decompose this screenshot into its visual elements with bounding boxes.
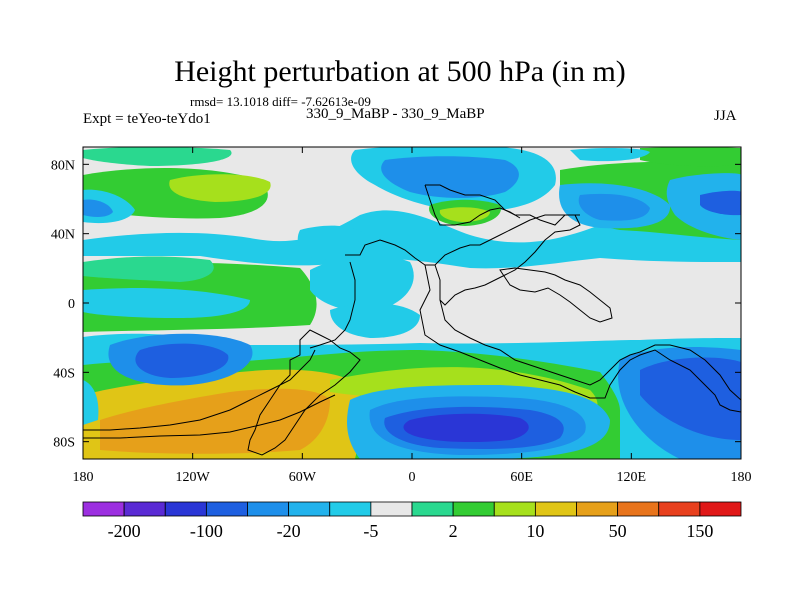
x-axis: 180 120W 60W 0 60E 120E 180 [73,147,752,485]
x-tick-label: 60E [510,470,533,485]
fill-tropical-cyan [310,255,414,312]
y-tick-label: 40N [51,228,75,243]
coastline-south-pacific [83,349,316,431]
colorbar-swatch [205,501,248,517]
colorbar-label: 10 [526,521,544,541]
x-tick-label: 120W [176,470,211,485]
colorbar-label: 2 [449,521,458,541]
coastline-greenland [424,184,521,226]
colorbar-label: 150 [686,521,713,541]
x-tick-label: 180 [731,470,752,485]
x-tick-label: 120E [617,470,647,485]
fill-sw-edge-cyan [83,380,99,425]
coastline-arabia-india [499,267,613,323]
fill-north-lime-west [169,174,271,202]
colorbar-label: -100 [190,521,223,541]
fill-ne-green-top [640,147,741,167]
experiment-pair-label: 330_9_MaBP - 330_9_MaBP [306,106,485,122]
colorbar-label: 50 [609,521,627,541]
colorbar-swatch [658,501,701,517]
fill-ne-blue-core [700,190,741,216]
colorbar: -200 -100 -20 -5 2 10 50 150 [82,501,742,541]
coastline-eurasia [345,214,581,306]
fill-asia-lime [439,207,490,222]
coastline-western-europe [309,261,356,349]
colorbar-swatch [576,501,619,517]
fill-asia-blue [381,156,519,198]
colorbar-swatch [288,501,331,517]
fill-sw-orange [100,388,330,454]
fill-ne-blue-top [570,147,650,162]
y-tick-label: 40S [53,366,75,381]
colorbar-swatch [411,501,454,517]
coastline-africa [419,264,741,413]
fill-north-cyan-band [83,210,741,269]
colorbar-swatch [452,501,495,517]
fill-io-blue-core [640,357,741,440]
fill-satl-blue-core [403,413,529,443]
y-tick-label: 80S [53,436,75,451]
colorbar-label: -20 [277,521,301,541]
fill-north-teal-west [83,147,232,166]
season-label: JJA [714,108,737,124]
fill-mid-cyan [297,225,372,260]
rmsd-stats: rmsd= 13.1018 diff= -7.62613e-09 [190,94,371,109]
colorbar-swatch [82,501,125,517]
colorbar-swatch [164,501,207,517]
x-tick-label: 60W [289,470,317,485]
x-tick-label: 0 [409,470,416,485]
colorbar-swatch [370,501,413,517]
fill-equator-cyan-west [83,288,250,318]
colorbar-swatch [699,501,742,517]
fill-sp-blue-core [135,343,229,378]
y-tick-label: 0 [68,297,75,312]
coastlines [83,184,741,456]
x-tick-label: 180 [73,470,94,485]
fill-ep-blue-core [578,193,650,221]
coastline-antarctic [83,394,336,439]
colorbar-swatch [247,501,290,517]
colorbar-swatch [617,501,660,517]
colorbar-swatch [329,501,372,517]
colorbar-label: -5 [363,521,378,541]
fill-tropical-teal [83,256,214,282]
colorbar-swatch [534,501,577,517]
y-axis: 80N 40N 0 40S 80S [51,158,741,451]
colorbar-swatch [493,501,536,517]
chart-title: Height perturbation at 500 hPa (in m) [174,55,626,88]
colorbar-label: -200 [108,521,141,541]
experiment-label: Expt = teYeo-teYdo1 [83,111,211,127]
fill-na-blue-west [83,199,113,217]
colorbar-swatch [123,501,166,517]
y-tick-label: 80N [51,158,75,173]
